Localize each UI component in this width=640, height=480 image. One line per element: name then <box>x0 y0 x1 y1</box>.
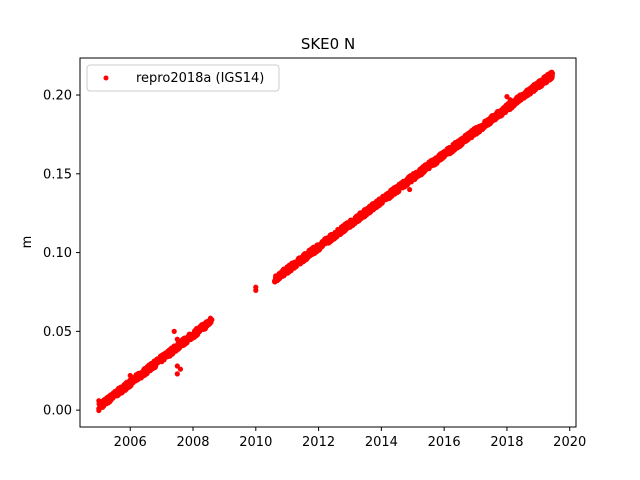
x-tick-label: 2020 <box>553 435 586 450</box>
x-tick-label: 2008 <box>176 435 209 450</box>
data-point <box>102 399 108 405</box>
x-tick-label: 2010 <box>239 435 272 450</box>
legend-box <box>86 64 280 92</box>
x-tick-label: 2014 <box>365 435 398 450</box>
points-layer <box>96 69 556 414</box>
data-point <box>177 366 184 372</box>
x-axis: 2006 2008 2010 2012 2014 2016 2018 2020 <box>114 427 586 450</box>
data-point <box>174 363 180 369</box>
data-point <box>407 186 413 193</box>
y-tick-label: 0.20 <box>43 89 72 104</box>
y-tick-label: 0.15 <box>43 167 72 182</box>
y-tick-label: 0.00 <box>43 404 72 419</box>
x-tick-label: 2012 <box>302 435 335 450</box>
legend-label: repro2018a (IGS14) <box>136 71 264 86</box>
legend: repro2018a (IGS14) <box>86 64 280 92</box>
data-point <box>272 278 278 284</box>
data-point <box>96 398 102 404</box>
x-tick-label: 2006 <box>114 435 147 450</box>
data-point <box>96 405 102 412</box>
data-point <box>174 371 180 377</box>
data-point <box>548 70 554 76</box>
x-tick-label: 2016 <box>428 435 461 450</box>
plot-frame <box>79 57 577 428</box>
y-axis: 0.00 0.05 0.10 0.15 0.20 <box>43 89 80 419</box>
data-point <box>281 268 287 275</box>
data-point <box>504 94 510 100</box>
legend-marker <box>103 75 109 81</box>
data-point <box>127 372 133 379</box>
y-tick-label: 0.05 <box>43 325 72 340</box>
y-axis-title: m <box>20 236 35 249</box>
data-point <box>171 328 177 334</box>
x-tick-label: 2018 <box>490 435 523 450</box>
data-point <box>275 273 281 279</box>
chart-title: SKE0 N <box>301 35 355 53</box>
data-point <box>174 336 180 342</box>
data-point <box>253 284 259 290</box>
data-point <box>209 317 215 323</box>
data-point <box>507 97 513 103</box>
y-tick-label: 0.10 <box>43 246 72 261</box>
